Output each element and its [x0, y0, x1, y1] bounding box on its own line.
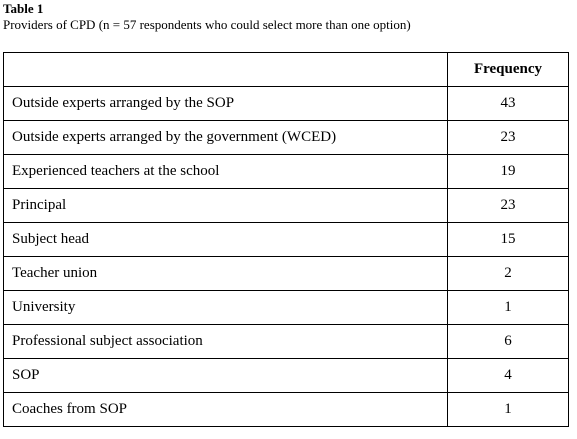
table-body: Outside experts arranged by the SOP 43 Out…: [3, 86, 569, 427]
header-cell: Frequency: [447, 52, 569, 87]
table-row: Outside experts arranged by the governme…: [3, 120, 569, 155]
frequency-cell: 6: [447, 324, 569, 359]
provider-cell: University: [3, 290, 448, 325]
frequency-cell: 43: [447, 86, 569, 121]
frequency-cell: 19: [447, 154, 569, 189]
frequency-cell: 4: [447, 358, 569, 393]
frequency-cell: 1: [447, 392, 569, 427]
table-row: Subject head 15: [3, 222, 569, 257]
table-row: Professional subject association 6: [3, 324, 569, 359]
provider-cell: Principal: [3, 188, 448, 223]
table-row: Principal 23: [3, 188, 569, 223]
table-caption: Providers of CPD (n = 57 respondents who…: [3, 17, 411, 32]
table: Frequency Outside experts arranged by th…: [3, 52, 569, 427]
provider-cell: Experienced teachers at the school: [3, 154, 448, 189]
table-row: SOP 4: [3, 358, 569, 393]
table-row: Experienced teachers at the school 19: [3, 154, 569, 189]
provider-cell: Teacher union: [3, 256, 448, 291]
table-row: Outside experts arranged by the SOP 43: [3, 86, 569, 121]
frequency-cell: 2: [447, 256, 569, 291]
table-title: Table 1: [3, 1, 44, 16]
provider-cell: SOP: [3, 358, 448, 393]
provider-cell: Professional subject association: [3, 324, 448, 359]
frequency-cell: 1: [447, 290, 569, 325]
frequency-cell: 23: [447, 120, 569, 155]
provider-cell: Outside experts arranged by the governme…: [3, 120, 448, 155]
provider-cell: Coaches from SOP: [3, 392, 448, 427]
provider-cell: Outside experts arranged by the SOP: [3, 86, 448, 121]
frequency-cell: 23: [447, 188, 569, 223]
frequency-cell: 15: [447, 222, 569, 257]
table-row: Coaches from SOP 1: [3, 392, 569, 427]
table-row: University 1: [3, 290, 569, 325]
header-row: Frequency: [3, 52, 569, 87]
provider-cell: Subject head: [3, 222, 448, 257]
table-row: Teacher union 2: [3, 256, 569, 291]
header-cell: [3, 52, 448, 87]
